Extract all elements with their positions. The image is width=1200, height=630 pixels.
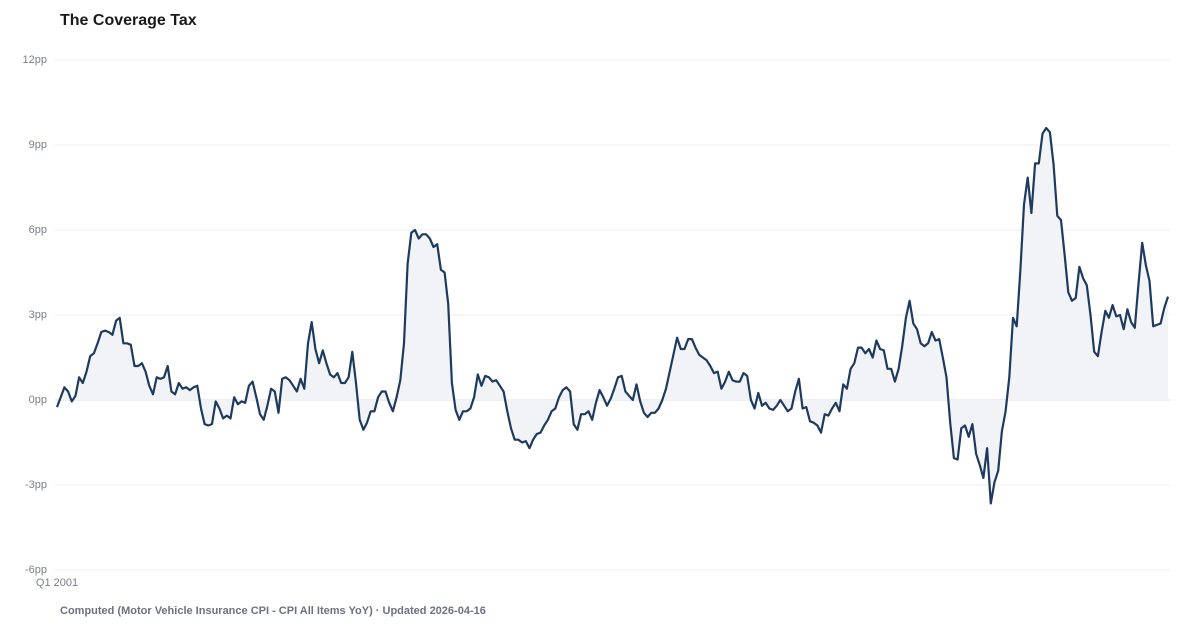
y-tick-label: 9pp: [29, 139, 47, 151]
y-tick-label: -3pp: [25, 479, 47, 491]
line: [55, 126, 1170, 505]
y-tick-label: 6pp: [29, 224, 47, 236]
y-tick-label: 12pp: [23, 54, 47, 66]
y-tick-label: -6pp: [25, 564, 47, 576]
x-tick-label: Q1 2001: [36, 577, 78, 589]
y-tick-label: 3pp: [29, 309, 47, 321]
y-tick-label: 0pp: [29, 394, 47, 406]
footnote: Computed (Motor Vehicle Insurance CPI - …: [60, 605, 486, 617]
chart-title: The Coverage Tax: [60, 12, 197, 29]
